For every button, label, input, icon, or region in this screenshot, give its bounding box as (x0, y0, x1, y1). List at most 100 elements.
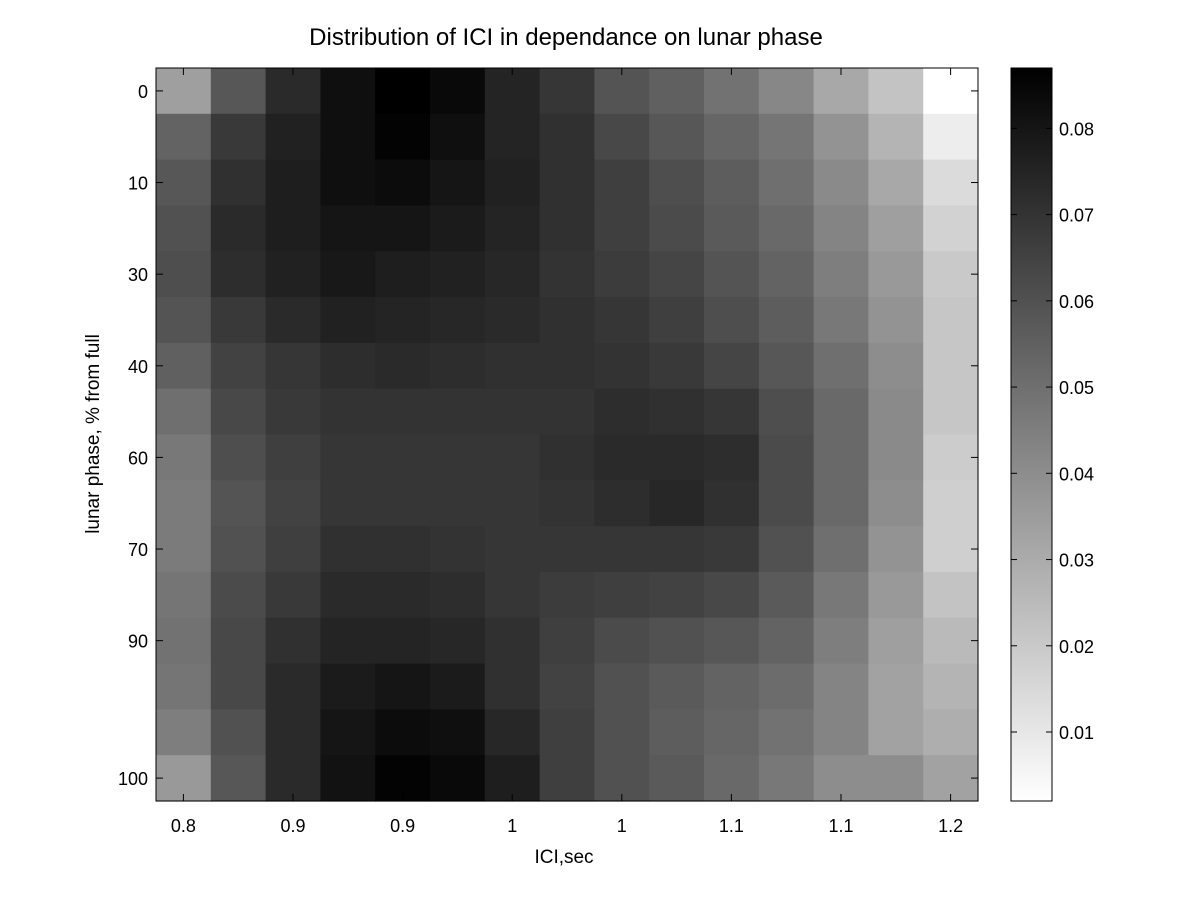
heatmap-cell-r15-c12 (813, 755, 869, 802)
heatmap-cell-r15-c11 (758, 755, 815, 802)
heatmap-cell-r1-c2 (265, 113, 321, 161)
heatmap-cell-r0-c8 (594, 68, 650, 115)
heatmap-cell-r10-c6 (484, 526, 541, 573)
heatmap-cell-r10-c8 (594, 526, 650, 573)
heatmap-cell-r14-c6 (484, 709, 541, 756)
heatmap-cell-r9-c2 (265, 480, 321, 527)
heatmap-cell-r11-c5 (430, 571, 486, 619)
heatmap-cell-r13-c10 (704, 663, 760, 710)
colorbar-axis: 0.01 0.02 0.03 0.04 0.05 0.06 0.07 0.08 (1011, 119, 1094, 743)
heatmap-cell-r9-c0 (156, 480, 212, 527)
heatmap-cell-r0-c12 (813, 68, 869, 115)
heatmap-cell-r4-c8 (594, 251, 650, 298)
heatmap-cell-r5-c0 (156, 297, 212, 344)
heatmap-cell-r2-c10 (704, 159, 760, 207)
heatmap-cell-r1-c9 (649, 113, 705, 161)
heatmap-cell-r5-c5 (430, 297, 486, 344)
heatmap-cell-r5-c2 (265, 297, 321, 344)
heatmap-cell-r8-c4 (375, 434, 431, 481)
heatmap-cell-r14-c4 (375, 709, 431, 756)
heatmap-cell-r2-c9 (649, 159, 705, 207)
heatmap-cell-r13-c1 (210, 663, 267, 710)
heatmap-cell-r0-c6 (484, 68, 541, 115)
heatmap-cell-r4-c0 (156, 251, 212, 298)
heatmap-cell-r0-c0 (156, 68, 212, 115)
heatmap-cell-r10-c12 (813, 526, 869, 573)
heatmap-cell-r8-c0 (156, 434, 212, 481)
heatmap-cell-r3-c1 (210, 205, 267, 252)
heatmap-cell-r8-c3 (320, 434, 376, 481)
colorbar-tick-label: 0.05 (1059, 378, 1094, 398)
heatmap-cell-r14-c5 (430, 709, 486, 756)
heatmap-cell-r1-c0 (156, 113, 212, 161)
heatmap-cell-r9-c8 (594, 480, 650, 527)
heatmap-cell-r3-c9 (649, 205, 705, 252)
heatmap-cell-r12-c11 (758, 617, 815, 665)
heatmap-cell-r3-c2 (265, 205, 321, 252)
heatmap-cell-r3-c6 (484, 205, 541, 252)
heatmap-cell-r13-c4 (375, 663, 431, 710)
heatmap-cell-r1-c10 (704, 113, 760, 161)
heatmap-cell-r14-c0 (156, 709, 212, 756)
heatmap-cell-r7-c5 (430, 388, 486, 436)
heatmap-cell-r4-c10 (704, 251, 760, 298)
heatmap-cell-r3-c10 (704, 205, 760, 252)
heatmap-cell-r6-c10 (704, 342, 760, 390)
heatmap-cell-r13-c13 (868, 663, 924, 710)
heatmap-cell-r15-c13 (868, 755, 924, 802)
heatmap-cell-r6-c7 (539, 342, 595, 390)
heatmap-cell-r10-c10 (704, 526, 760, 573)
heatmap-cell-r9-c7 (539, 480, 595, 527)
heatmap-cell-r13-c2 (265, 663, 321, 710)
y-tick-label: 10 (128, 174, 148, 194)
x-tick-label: 1 (617, 816, 627, 836)
heatmap-cell-r2-c14 (923, 159, 979, 207)
heatmap-cell-r14-c2 (265, 709, 321, 756)
heatmap-cell-r1-c4 (375, 113, 431, 161)
heatmap-cell-r7-c12 (813, 388, 869, 436)
heatmap-cell-r6-c12 (813, 342, 869, 390)
heatmap-cell-r12-c8 (594, 617, 650, 665)
heatmap-cell-r9-c6 (484, 480, 541, 527)
heatmap-cell-r12-c9 (649, 617, 705, 665)
heatmap-cell-r11-c14 (923, 571, 979, 619)
colorbar-tick-label: 0.06 (1059, 292, 1094, 312)
heatmap-cell-r1-c6 (484, 113, 541, 161)
heatmap-cells (156, 68, 979, 802)
heatmap-cell-r15-c4 (375, 755, 431, 802)
heatmap-cell-r4-c7 (539, 251, 595, 298)
heatmap-cell-r3-c8 (594, 205, 650, 252)
heatmap-cell-r3-c11 (758, 205, 815, 252)
heatmap-cell-r9-c11 (758, 480, 815, 527)
heatmap-cell-r8-c11 (758, 434, 815, 481)
heatmap-cell-r7-c8 (594, 388, 650, 436)
heatmap-cell-r9-c5 (430, 480, 486, 527)
heatmap-cell-r11-c13 (868, 571, 924, 619)
x-axis: 0.8 0.9 0.9 1 1 1.1 1.1 1.2 (171, 68, 963, 836)
heatmap-cell-r0-c14 (923, 68, 979, 115)
heatmap-cell-r13-c14 (923, 663, 979, 710)
heatmap-cell-r4-c9 (649, 251, 705, 298)
heatmap-cell-r11-c9 (649, 571, 705, 619)
heatmap-cell-r12-c4 (375, 617, 431, 665)
heatmap-cell-r15-c9 (649, 755, 705, 802)
heatmap-cell-r12-c6 (484, 617, 541, 665)
heatmap-cell-r7-c2 (265, 388, 321, 436)
x-tick-label: 1 (507, 816, 517, 836)
heatmap-cell-r15-c10 (704, 755, 760, 802)
heatmap-cell-r14-c9 (649, 709, 705, 756)
heatmap-cell-r12-c12 (813, 617, 869, 665)
heatmap-cell-r11-c10 (704, 571, 760, 619)
y-tick-label: 0 (138, 82, 148, 102)
heatmap-cell-r7-c3 (320, 388, 376, 436)
heatmap-cell-r10-c1 (210, 526, 267, 573)
heatmap-cell-r5-c1 (210, 297, 267, 344)
heatmap-cell-r15-c8 (594, 755, 650, 802)
heatmap-cell-r8-c5 (430, 434, 486, 481)
heatmap-cell-r1-c1 (210, 113, 267, 161)
heatmap-cell-r9-c10 (704, 480, 760, 527)
heatmap-cell-r14-c13 (868, 709, 924, 756)
heatmap-cell-r11-c2 (265, 571, 321, 619)
heatmap-cell-r8-c6 (484, 434, 541, 481)
